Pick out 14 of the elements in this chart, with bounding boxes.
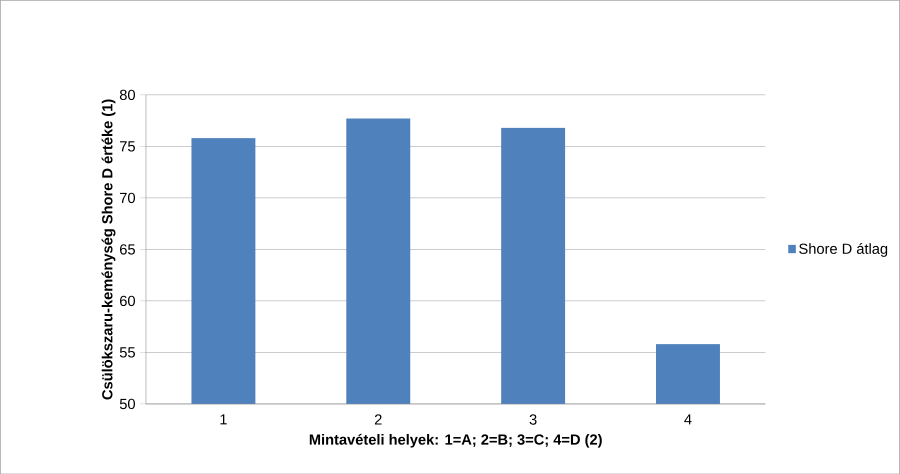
x-axis-title: Mintavételi helyek: 1=A; 2=B; 3=C; 4=D (2) — [310, 434, 602, 448]
y-tick-label: 80 — [120, 90, 135, 100]
x-tick-label: 1 — [220, 414, 227, 424]
x-tick-label: 4 — [684, 414, 692, 424]
x-tick-label: 2 — [374, 414, 382, 424]
y-tick-label: 70 — [120, 192, 135, 203]
y-axis-title: Csülökszaru-keménység Shore D értéke (1) — [102, 99, 116, 400]
y-tick-label: 55 — [120, 347, 135, 358]
y-tick-label: 65 — [120, 244, 135, 254]
y-tick-label: 75 — [120, 141, 135, 152]
x-tick-label: 3 — [530, 414, 537, 425]
legend-label: Shore D átlag — [799, 242, 888, 257]
y-tick-label: 50 — [120, 398, 135, 409]
y-tick-label: 60 — [120, 296, 135, 306]
